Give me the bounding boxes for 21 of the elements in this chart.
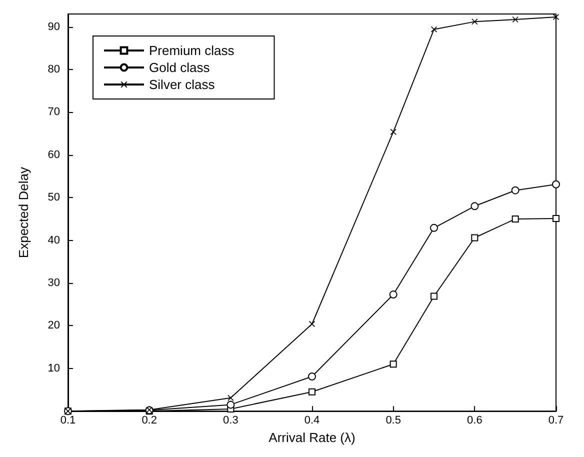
y-tick-label: 40: [48, 234, 60, 246]
x-tick-label: 0.6: [467, 414, 482, 427]
x-tick-label: 0.7: [548, 414, 564, 427]
x-tick-label: 0.5: [386, 414, 401, 427]
legend-label: Premium class: [149, 43, 235, 58]
legend-label: Silver class: [149, 77, 216, 92]
y-tick-label: 30: [48, 277, 60, 290]
x-tick-label: 0.3: [223, 414, 238, 427]
y-tick-label: 70: [48, 106, 60, 118]
x-tick-label: 0.2: [142, 414, 157, 427]
x-tick-label: 0.4: [304, 414, 320, 427]
x-tick-label: 0.1: [60, 414, 76, 427]
y-tick-label: 50: [48, 192, 60, 204]
y-tick-label: 20: [48, 320, 60, 332]
x-axis-title: Arrival Rate (λ): [268, 430, 356, 445]
y-tick-label: 60: [48, 148, 60, 161]
y-tick-label: 90: [48, 20, 60, 33]
y-tick-label: 10: [48, 362, 60, 374]
legend-label: Gold class: [149, 60, 210, 75]
y-tick-label: 80: [48, 64, 60, 76]
y-axis-title: Expected Delay: [16, 166, 31, 258]
